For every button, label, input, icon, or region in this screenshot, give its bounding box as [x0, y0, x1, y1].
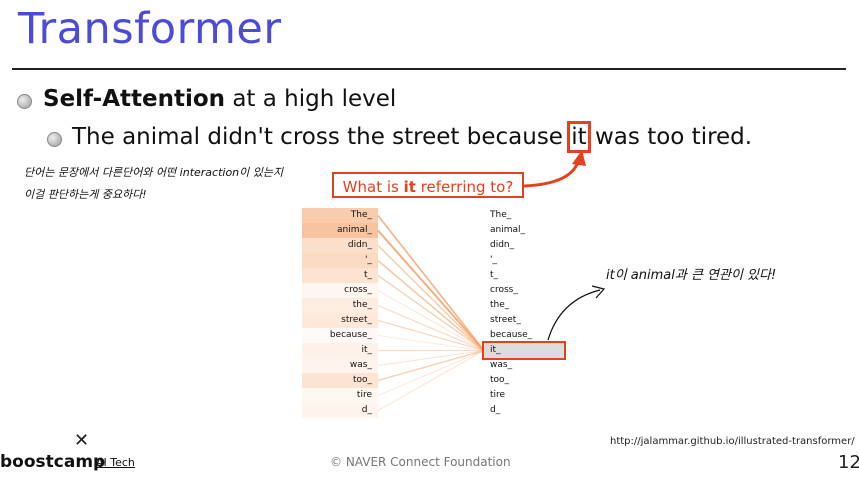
source-token: too_	[302, 373, 378, 388]
target-token: too_	[490, 375, 510, 385]
target-token: d_	[490, 405, 501, 415]
source-token: street_	[302, 313, 378, 328]
callout-text-start: What is	[342, 178, 404, 196]
attention-line	[377, 305, 485, 351]
attention-lines	[377, 214, 485, 411]
attention-line	[377, 350, 485, 396]
title-divider	[12, 68, 846, 70]
sentence-start: The animal didn't cross the street becau…	[72, 124, 571, 150]
attention-line	[377, 335, 485, 351]
copyright-footer: © NAVER Connect Foundation	[330, 455, 511, 469]
page-number: 12	[838, 452, 859, 473]
self-attention-term: Self-Attention	[43, 86, 226, 112]
callout-bold: it	[403, 178, 416, 196]
attention-source-tokens: The_ animal_ didn_ '_ t_ cross_ the_ street_ bec…	[302, 208, 378, 418]
attention-line	[377, 350, 485, 366]
attention-line	[377, 214, 485, 352]
slide-title: Transformer	[18, 4, 282, 54]
self-attention-rest: at a high level	[225, 86, 397, 112]
target-token: the_	[490, 300, 510, 310]
callout-box: What is it referring to?	[332, 172, 524, 198]
target-token: animal_	[490, 225, 526, 235]
handwritten-note-1: 단어는 문장에서 다른단어와 어떤 interaction이 있는지	[24, 166, 284, 179]
source-token: because_	[302, 328, 378, 343]
attention-line	[377, 259, 485, 352]
sentence-end: was too tired.	[587, 124, 753, 150]
target-token: because_	[490, 330, 533, 340]
source-token: The_	[302, 208, 378, 223]
ai-tech-logo: AI Tech	[96, 456, 135, 469]
source-token: didn_	[302, 238, 378, 253]
source-url: http://jalammar.github.io/illustrated-tr…	[610, 436, 855, 447]
target-token: The_	[490, 210, 512, 220]
target-token: tire	[490, 390, 506, 400]
callout-arrow-head	[572, 150, 586, 166]
attention-line	[377, 275, 485, 351]
bullet-self-attention: Self-Attention at a high level	[43, 86, 396, 112]
callout-arrow-line	[523, 161, 580, 188]
boostcamp-logo: boostcamp	[0, 452, 106, 472]
source-token: d_	[302, 403, 378, 418]
target-token: didn_	[490, 240, 515, 250]
target-token: was_	[490, 360, 513, 370]
annotation-arrow-head	[591, 285, 606, 299]
source-token: '_	[302, 253, 378, 268]
example-sentence: The animal didn't cross the street becau…	[72, 121, 753, 153]
source-token: tire	[302, 388, 378, 403]
attention-line	[377, 290, 485, 351]
target-token: street_	[490, 315, 521, 325]
source-token: it_	[302, 343, 378, 358]
handwritten-note-3: it이 animal과 큰 연관이 있다!	[606, 268, 777, 283]
callout-text-end: referring to?	[415, 178, 514, 196]
target-token: cross_	[490, 285, 518, 295]
attention-line	[377, 319, 485, 352]
selected-target-token: it_	[482, 341, 566, 360]
source-token: cross_	[302, 283, 378, 298]
attention-line	[377, 349, 485, 382]
attention-target-tokens: The_ animal_ didn_ '_ t_ cross_ the_ street_bec…	[482, 208, 566, 418]
attention-line	[377, 245, 485, 351]
target-token: '_	[490, 255, 497, 265]
annotation-arrow-line	[547, 289, 601, 341]
source-token: t_	[302, 268, 378, 283]
handwritten-note-2: 이걸 판단하는게 중요하다!	[24, 188, 147, 201]
source-token: was_	[302, 358, 378, 373]
target-token: t_	[490, 270, 499, 280]
attention-line	[377, 350, 485, 411]
source-token: the_	[302, 298, 378, 313]
bullet-icon	[17, 94, 32, 109]
sub-bullet-icon	[47, 132, 62, 147]
source-token: animal_	[302, 223, 378, 238]
close-icon: ✕	[74, 430, 90, 451]
attention-line	[377, 229, 485, 352]
highlighted-word: it	[567, 121, 591, 153]
